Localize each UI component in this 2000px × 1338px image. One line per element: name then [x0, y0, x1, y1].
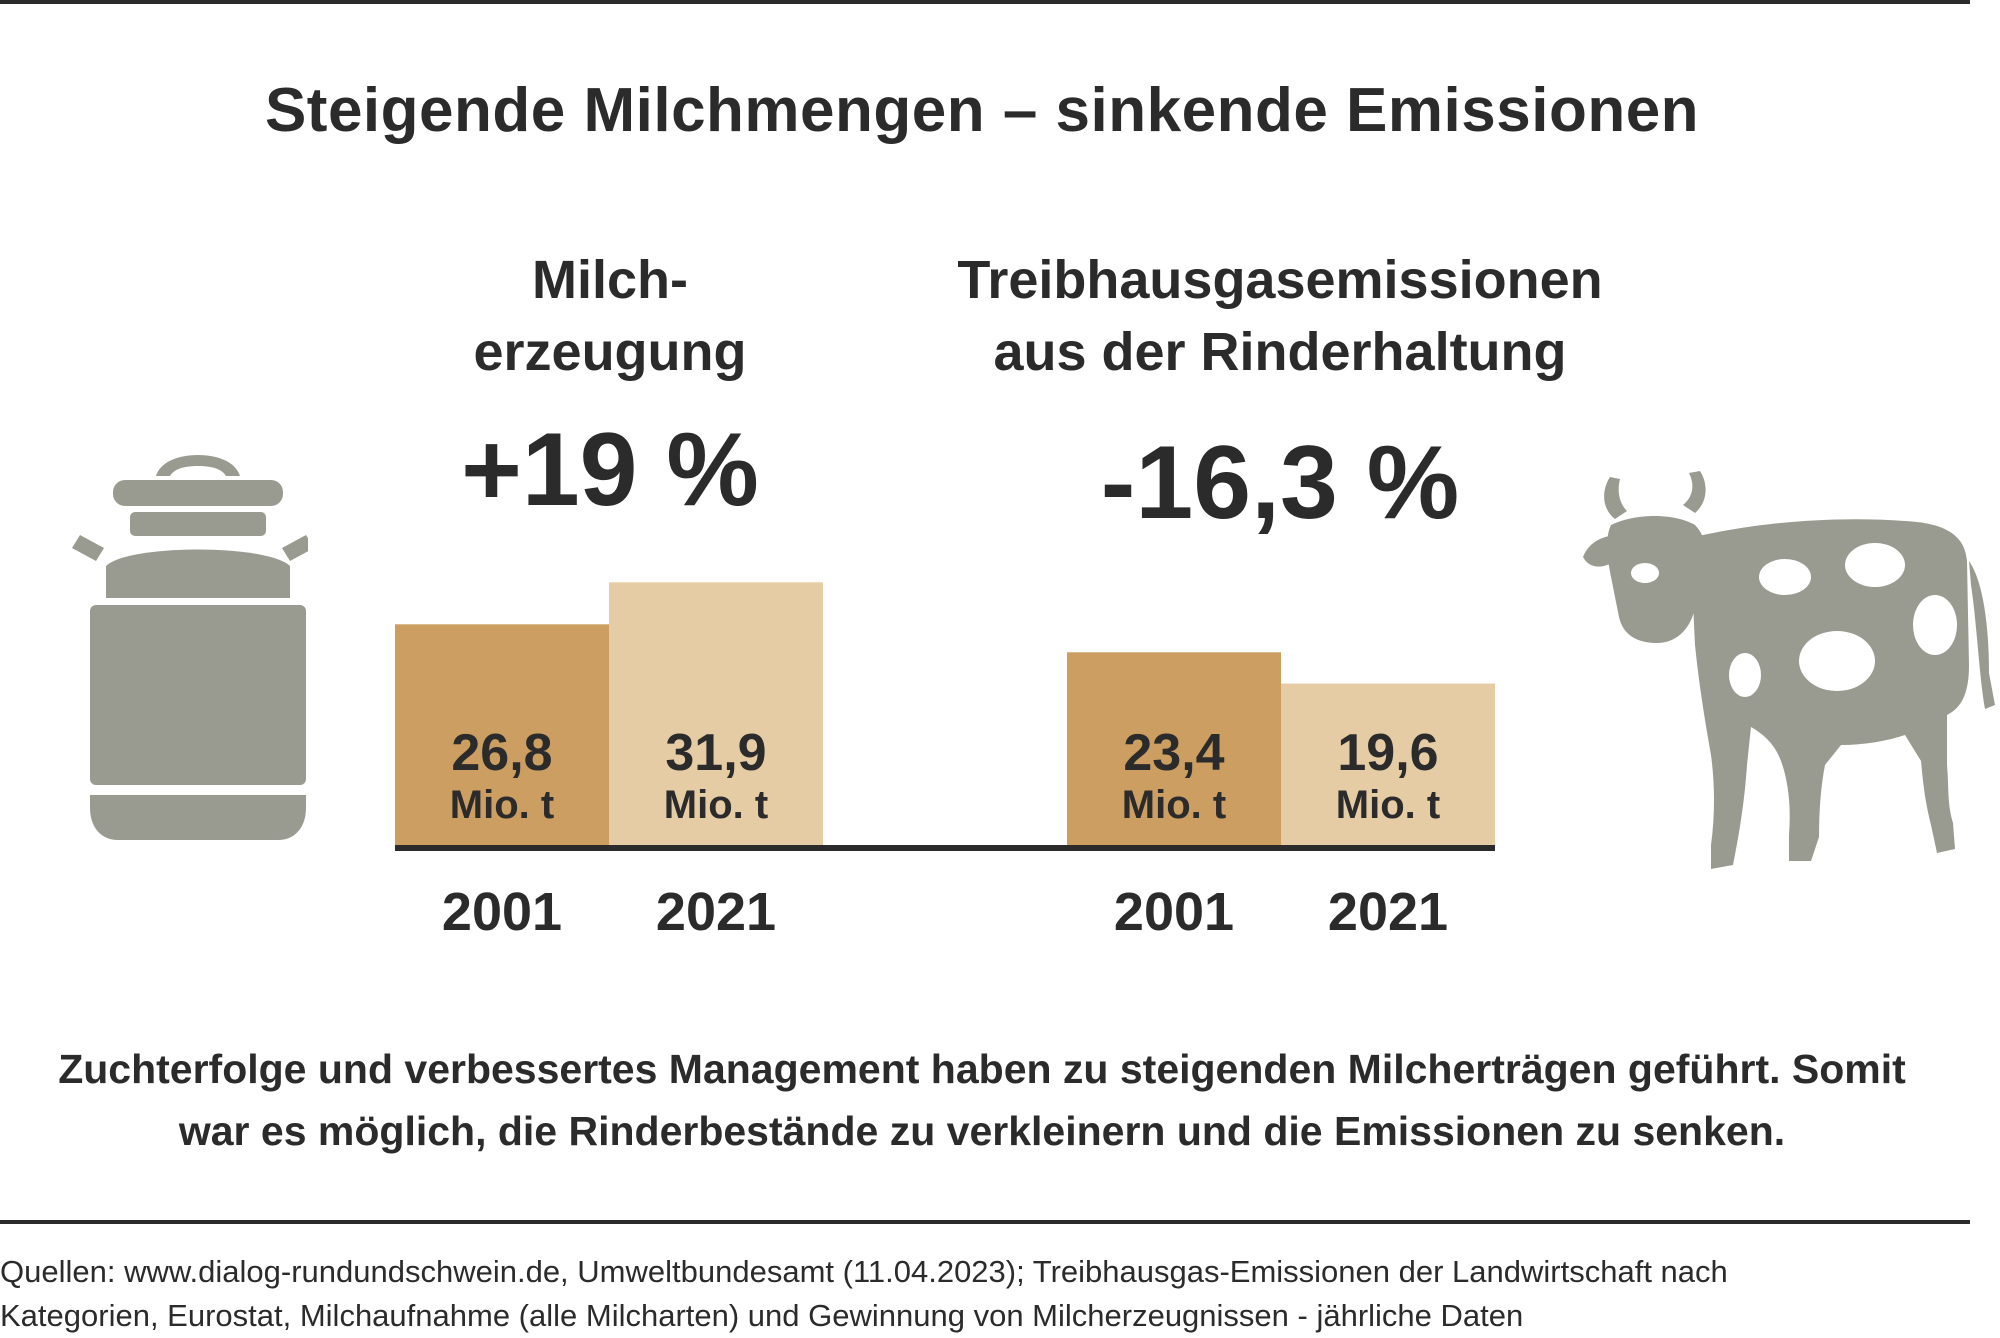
milk-can-icon [72, 455, 308, 840]
data-label-unit: Mio. t [1122, 783, 1226, 827]
emissions-panel-title-line-1: Treibhausgasemissionen [957, 250, 1603, 310]
bar-emissions-2021 [1281, 683, 1495, 845]
data-label-unit: Mio. t [1336, 783, 1440, 827]
bottom-rule [0, 1220, 1970, 1224]
data-label-unit: Mio. t [450, 783, 554, 827]
top-rule [0, 0, 1970, 4]
cow-icon [1583, 471, 1995, 869]
x-tick-label: 2001 [1114, 882, 1234, 942]
bar-milk-2021 [609, 582, 823, 845]
data-label-unit: Mio. t [664, 783, 768, 827]
milk-panel-title-line-1: Milch- [532, 250, 688, 310]
sources-line-2: Kategorien, Eurostat, Milchaufnahme (all… [0, 1298, 1524, 1333]
explanatory-caption: Zuchterfolge und verbessertes Management… [0, 1038, 1964, 1162]
infographic-title: Steigende Milchmengen – sinkende Emissio… [264, 76, 1700, 145]
data-label-value: 19,6 [1337, 724, 1438, 782]
bar-milk-2001 [395, 624, 609, 845]
data-label-value: 31,9 [665, 724, 766, 782]
sources-line-1: Quellen: www.dialog-rundundschwein.de, U… [0, 1254, 1728, 1289]
baseline [395, 845, 1495, 851]
x-tick-label: 2021 [1328, 882, 1448, 942]
x-tick-label: 2021 [656, 882, 776, 942]
data-label-value: 23,4 [1123, 724, 1224, 782]
emissions-change-value: -16,3 % [1100, 425, 1460, 541]
caption-line-2: war es möglich, die Rinderbestände zu ve… [178, 1108, 1786, 1154]
caption-line-1: Zuchterfolge und verbessertes Management… [58, 1046, 1906, 1092]
milk-panel-title-line-2: erzeugung [473, 322, 747, 382]
emissions-panel-title-line-2: aus der Rinderhaltung [993, 322, 1567, 382]
sources-note: Quellen: www.dialog-rundundschwein.de, U… [0, 1250, 2000, 1338]
x-tick-label: 2001 [442, 882, 562, 942]
milk-change-value: +19 % [461, 412, 759, 528]
bar-emissions-2001 [1067, 652, 1281, 845]
emissions-panel-title: Treibhausgasemissionen aus der Rinderhal… [880, 244, 1680, 388]
data-label-value: 26,8 [451, 724, 552, 782]
milk-panel-title: Milch- erzeugung [400, 244, 820, 388]
